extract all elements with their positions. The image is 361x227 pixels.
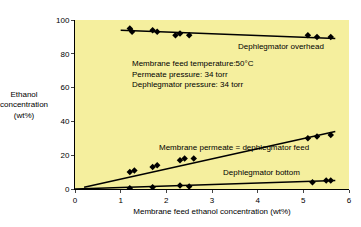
svg-text:2: 2 bbox=[164, 196, 169, 205]
svg-text:Ethanolconcentration(wt%): Ethanolconcentration(wt%) bbox=[0, 90, 48, 120]
svg-text:Membrane feed ethanol concentr: Membrane feed ethanol concentration (wt%… bbox=[133, 207, 291, 216]
svg-text:Dephlegmator bottom: Dephlegmator bottom bbox=[223, 168, 300, 177]
svg-text:Membrane feed temperature:50°C: Membrane feed temperature:50°C bbox=[132, 59, 254, 68]
svg-text:80: 80 bbox=[60, 50, 69, 59]
svg-text:20: 20 bbox=[60, 151, 69, 160]
svg-text:1: 1 bbox=[118, 196, 123, 205]
svg-text:Permeate pressure: 34 torr: Permeate pressure: 34 torr bbox=[132, 70, 228, 79]
svg-text:6: 6 bbox=[347, 196, 352, 205]
svg-text:Dephlegmator overhead: Dephlegmator overhead bbox=[238, 42, 324, 51]
svg-text:0: 0 bbox=[65, 185, 70, 194]
svg-text:Dephlegmator pressure: 34 torr: Dephlegmator pressure: 34 torr bbox=[132, 80, 244, 89]
svg-text:Membrane permeate = dephlegmat: Membrane permeate = dephlegmator feed bbox=[159, 143, 309, 152]
svg-text:5: 5 bbox=[301, 196, 306, 205]
svg-text:0: 0 bbox=[73, 196, 78, 205]
svg-text:3: 3 bbox=[210, 196, 215, 205]
svg-text:40: 40 bbox=[60, 117, 69, 126]
svg-text:100: 100 bbox=[56, 16, 70, 25]
svg-text:60: 60 bbox=[60, 83, 69, 92]
svg-text:4: 4 bbox=[255, 196, 260, 205]
